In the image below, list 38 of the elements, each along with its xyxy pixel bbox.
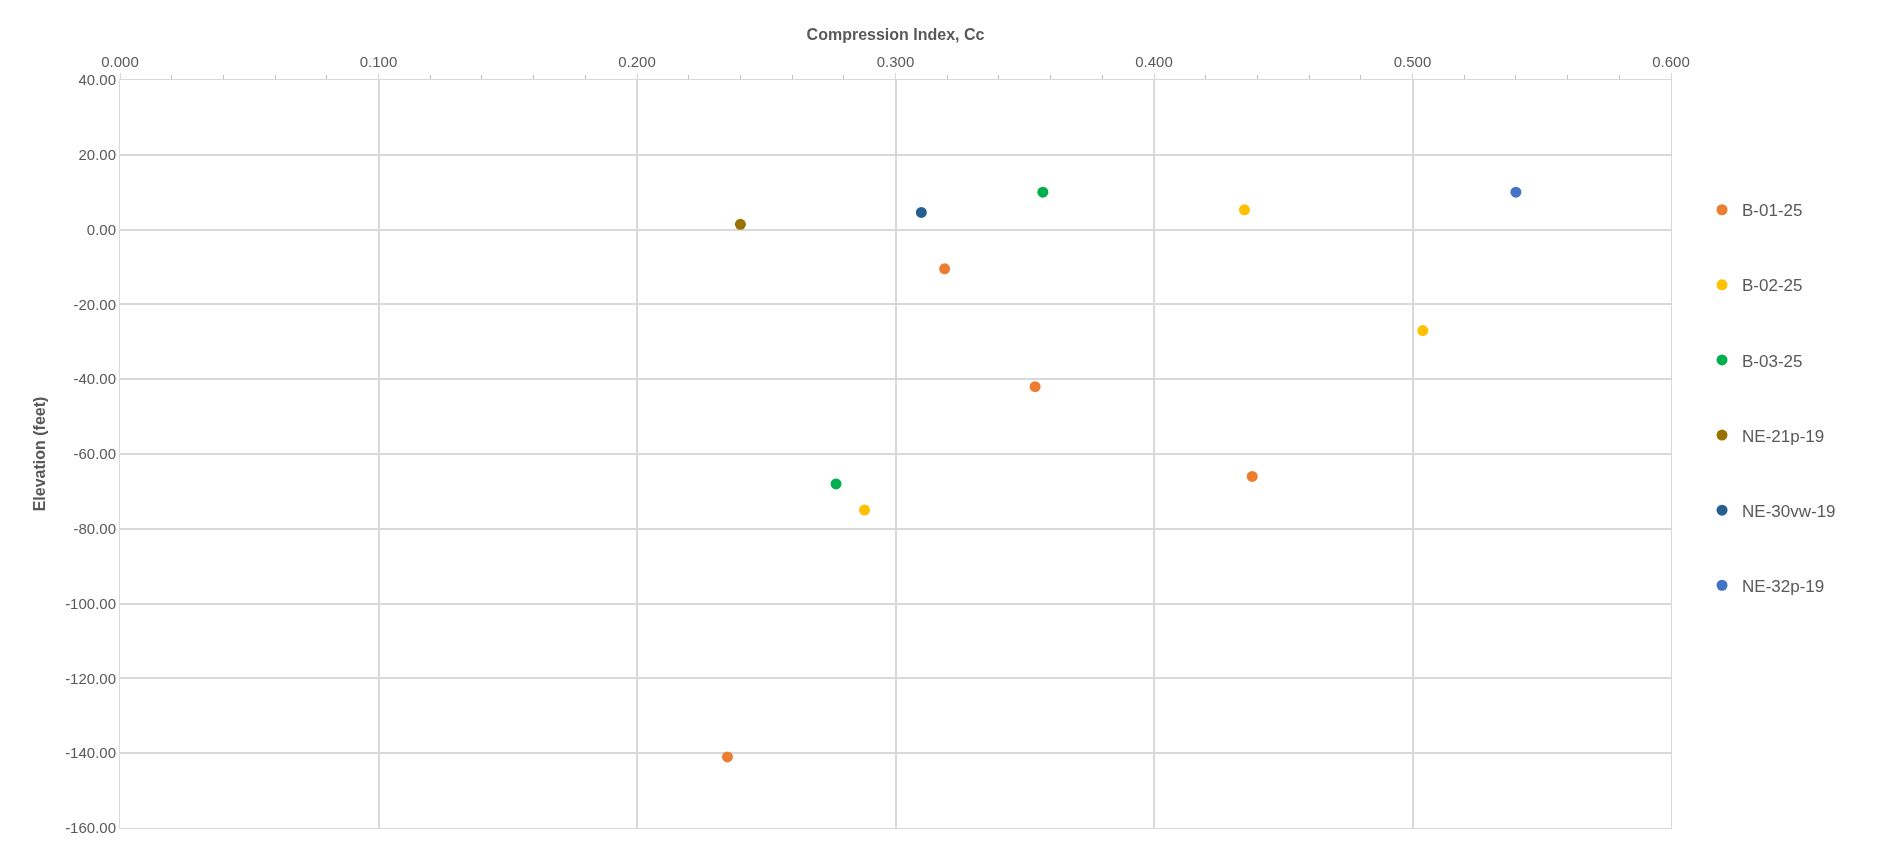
y-tick-label: -80.00 xyxy=(73,520,116,538)
point xyxy=(830,478,842,490)
x-tick-label: 0.000 xyxy=(101,53,139,70)
point xyxy=(1037,186,1049,198)
point xyxy=(1246,470,1258,482)
point xyxy=(858,504,870,516)
point xyxy=(1029,381,1041,393)
x-tick-label: 0.500 xyxy=(1393,53,1432,70)
y-tick-label: -20.00 xyxy=(73,295,116,313)
legend-label: B-02-25 xyxy=(1742,276,1803,296)
point xyxy=(1238,204,1250,216)
x-axis-title: Compression Index, Cc xyxy=(806,25,985,43)
point xyxy=(734,218,746,230)
x-tick-label: 0.300 xyxy=(876,53,915,70)
point xyxy=(721,751,733,763)
legend-label: B-03-25 xyxy=(1742,351,1803,371)
y-tick-label: -40.00 xyxy=(73,370,116,388)
legend-label: NE-21p-19 xyxy=(1742,426,1825,446)
point xyxy=(915,206,927,218)
x-tick-label: 0.100 xyxy=(359,53,398,70)
y-tick-label: -100.00 xyxy=(65,594,116,612)
point xyxy=(1510,186,1522,198)
legend-label: NE-30vw-19 xyxy=(1742,501,1836,521)
legend-label: NE-32p-19 xyxy=(1742,576,1825,596)
x-tick-label: 0.400 xyxy=(1135,53,1173,70)
y-tick-label: 0.00 xyxy=(86,220,116,238)
y-tick-label: 40.00 xyxy=(78,71,116,89)
y-tick-label: -120.00 xyxy=(65,669,116,687)
y-tick-label: -160.00 xyxy=(65,819,116,837)
y-tick-label: -140.00 xyxy=(65,744,116,762)
point xyxy=(939,263,951,275)
x-tick-label: 0.600 xyxy=(1652,53,1690,70)
y-tick-label: -60.00 xyxy=(73,445,116,463)
y-tick-label: 20.00 xyxy=(78,146,116,164)
point xyxy=(1417,325,1429,337)
x-tick-label: 0.200 xyxy=(618,53,656,70)
legend-label: B-01-25 xyxy=(1742,201,1803,221)
y-axis-title: Elevation (feet) xyxy=(31,396,49,512)
